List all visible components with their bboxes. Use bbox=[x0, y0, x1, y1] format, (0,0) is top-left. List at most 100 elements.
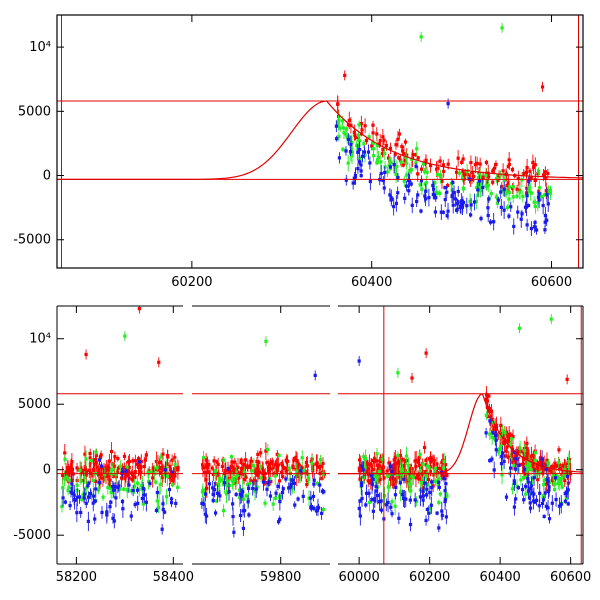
data-point-blue bbox=[127, 483, 131, 487]
data-point-red bbox=[357, 458, 362, 462]
data-point-blue bbox=[446, 102, 450, 106]
data-point-blue bbox=[313, 373, 317, 378]
data-point-red bbox=[434, 167, 439, 171]
data-point-blue bbox=[440, 513, 444, 517]
data-point-blue bbox=[77, 495, 82, 499]
x-tick-label: 60200 bbox=[171, 275, 212, 290]
data-point-green bbox=[524, 492, 528, 496]
data-point-blue bbox=[383, 170, 387, 175]
data-point-blue bbox=[281, 487, 285, 491]
data-point-blue bbox=[476, 188, 480, 192]
data-point-blue bbox=[287, 486, 291, 490]
data-point-red bbox=[106, 474, 110, 478]
data-point-blue bbox=[545, 477, 549, 482]
data-point-blue bbox=[167, 487, 172, 492]
data-point-green bbox=[141, 502, 145, 506]
data-point-green bbox=[231, 481, 235, 486]
data-point-red bbox=[507, 436, 511, 440]
data-point-green bbox=[375, 161, 379, 165]
data-point-blue bbox=[121, 507, 125, 511]
data-point-red bbox=[400, 144, 404, 149]
data-point-blue bbox=[320, 511, 324, 515]
data-point-blue bbox=[469, 203, 473, 207]
data-point-red bbox=[398, 475, 402, 479]
data-point-green bbox=[405, 173, 409, 177]
data-point-blue bbox=[63, 500, 67, 504]
data-point-red bbox=[542, 462, 546, 466]
data-point-red bbox=[403, 459, 407, 463]
data-point-red bbox=[232, 467, 237, 471]
data-point-red bbox=[88, 456, 92, 460]
data-point-blue bbox=[545, 218, 549, 222]
data-point-blue bbox=[293, 503, 297, 507]
data-point-blue bbox=[546, 506, 550, 510]
data-point-blue bbox=[211, 492, 215, 497]
data-point-blue bbox=[402, 477, 406, 481]
data-point-blue bbox=[317, 506, 321, 510]
data-point-green bbox=[373, 476, 377, 480]
data-point-blue bbox=[97, 458, 102, 462]
data-point-green bbox=[461, 186, 466, 190]
data-point-green bbox=[527, 186, 531, 190]
data-point-blue bbox=[251, 486, 255, 490]
data-point-blue bbox=[544, 467, 548, 471]
data-point-blue bbox=[423, 481, 427, 485]
data-point-blue bbox=[425, 507, 429, 512]
data-point-red bbox=[173, 456, 177, 460]
data-point-red bbox=[470, 170, 474, 175]
data-point-blue bbox=[390, 469, 394, 474]
data-point-red bbox=[268, 461, 273, 466]
data-point-blue bbox=[314, 509, 319, 513]
data-point-blue bbox=[266, 481, 270, 485]
data-point-red bbox=[371, 131, 375, 135]
data-point-green bbox=[263, 501, 267, 505]
data-point-red bbox=[428, 163, 433, 168]
data-point-red bbox=[500, 184, 504, 189]
data-point-red bbox=[314, 462, 318, 466]
data-point-blue bbox=[484, 431, 488, 435]
data-point-red bbox=[207, 470, 211, 474]
data-point-blue bbox=[559, 502, 563, 506]
data-point-green bbox=[395, 164, 399, 169]
data-point-green bbox=[409, 489, 413, 493]
data-point-red bbox=[88, 451, 92, 456]
data-point-red bbox=[357, 466, 361, 470]
data-point-red bbox=[257, 470, 261, 474]
data-point-blue bbox=[394, 485, 398, 489]
data-point-red bbox=[531, 165, 536, 169]
data-point-blue bbox=[429, 503, 433, 507]
data-point-green bbox=[109, 490, 113, 495]
data-point-blue bbox=[358, 147, 362, 152]
data-point-red bbox=[502, 440, 506, 444]
x-tick-label: 60400 bbox=[351, 275, 392, 290]
data-point-blue bbox=[117, 484, 121, 488]
data-point-red bbox=[321, 461, 325, 466]
data-point-green bbox=[551, 473, 555, 477]
data-point-blue bbox=[144, 500, 148, 504]
data-point-green bbox=[341, 126, 346, 130]
data-point-red bbox=[237, 475, 241, 480]
data-point-red bbox=[491, 180, 495, 184]
data-point-green bbox=[336, 120, 341, 124]
data-point-red bbox=[160, 475, 164, 480]
data-point-blue bbox=[71, 491, 75, 495]
data-point-red bbox=[213, 482, 218, 486]
data-point-red bbox=[505, 183, 509, 188]
data-point-green bbox=[533, 204, 538, 209]
data-point-blue bbox=[537, 198, 541, 202]
data-point-green bbox=[421, 462, 425, 466]
data-point-green bbox=[364, 456, 368, 461]
data-point-blue bbox=[517, 463, 521, 467]
data-point-red bbox=[170, 458, 174, 462]
y-tick-label: 5000 bbox=[18, 397, 51, 412]
y-tick-label: 10⁴ bbox=[29, 332, 51, 347]
data-point-green bbox=[441, 466, 446, 470]
data-point-green bbox=[518, 190, 522, 194]
data-point-red bbox=[435, 462, 439, 466]
data-point-blue bbox=[92, 494, 96, 498]
data-point-green bbox=[350, 153, 354, 157]
data-point-red bbox=[245, 465, 249, 469]
data-point-green bbox=[279, 494, 283, 498]
data-point-green bbox=[348, 139, 352, 144]
data-point-green bbox=[357, 123, 361, 127]
